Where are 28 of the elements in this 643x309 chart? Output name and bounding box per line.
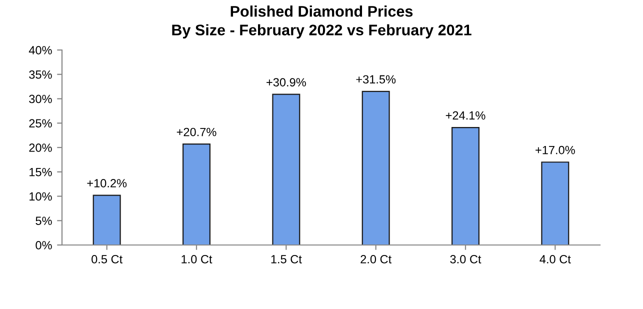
y-tick-label: 40% <box>28 46 52 54</box>
y-tick-label: 10% <box>30 192 52 201</box>
x-tick-label: 1.0 Ct <box>182 255 212 264</box>
x-tick-label: 3.0 Ct <box>450 255 482 264</box>
bar <box>541 162 570 245</box>
y-tick-label: 5% <box>36 216 52 226</box>
data-label: +10.2% <box>87 179 127 188</box>
y-tick-label: 15% <box>30 168 52 176</box>
data-label: +20.7% <box>176 128 216 136</box>
y-tick-label: 35% <box>29 70 52 79</box>
y-tick-label: 25% <box>29 119 52 128</box>
bar <box>92 194 121 245</box>
bar <box>362 90 390 245</box>
data-label: +30.9% <box>266 78 306 86</box>
y-tick-label: 0% <box>36 241 52 250</box>
y-tick-label: 30% <box>29 94 52 104</box>
chart-title: Polished Diamond Prices By Size - February 2022 vs February 2021 <box>172 6 472 38</box>
bar <box>451 126 480 245</box>
x-tick-label: 2.0 Ct <box>360 255 392 264</box>
x-tick-label: 4.0 Ct <box>540 255 571 264</box>
bar <box>182 144 211 245</box>
x-tick-label: 1.5 Ct <box>271 255 302 264</box>
x-tick-label: 0.5 Ct <box>92 255 122 264</box>
y-tick-label: 20% <box>29 144 52 152</box>
data-label: +31.5% <box>356 75 396 84</box>
data-label: +24.1% <box>446 111 486 120</box>
data-label: +17.0% <box>536 146 575 154</box>
bar <box>272 94 300 245</box>
